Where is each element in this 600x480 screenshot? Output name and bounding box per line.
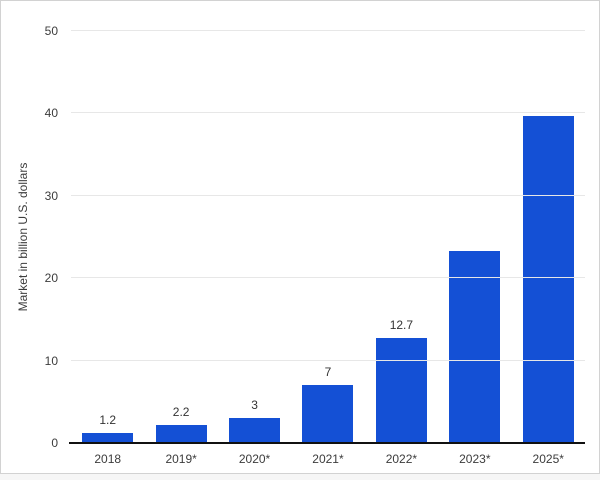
x-tick-label: 2021* xyxy=(312,452,344,466)
bars-container: 1.2 2018 2.2 2019* 3 2020* 7 2021* 12.7 2022* 2023… xyxy=(71,31,585,466)
bar-value-label: 3 xyxy=(251,398,258,412)
y-tick-label: 0 xyxy=(51,436,58,450)
y-tick-label: 40 xyxy=(44,106,58,120)
x-tick-label: 2020* xyxy=(238,452,271,466)
bar-slot: 2.2 2019* xyxy=(144,31,217,466)
bar-value-label: 1.2 xyxy=(99,413,117,427)
gridline xyxy=(71,277,585,278)
bar-slot: 12.7 2022* xyxy=(365,31,438,466)
bar-value-label: 7 xyxy=(324,365,332,379)
bar-2019[interactable] xyxy=(155,425,207,443)
x-tick-label: 2023* xyxy=(459,452,491,466)
x-tick-label: 2018 xyxy=(94,452,122,466)
x-tick-label: 2025* xyxy=(532,452,564,466)
bar-2025[interactable] xyxy=(522,116,574,443)
y-tick-label: 30 xyxy=(44,189,58,203)
bar-slot: 3 2020* xyxy=(218,31,291,466)
gridline xyxy=(71,195,585,196)
bar-slot: 1.2 2018 xyxy=(71,31,144,466)
bar-slot: 7 2021* xyxy=(291,31,364,466)
bar-slot: 2025* xyxy=(512,31,585,466)
bar-2023[interactable] xyxy=(449,251,501,443)
gridline xyxy=(71,360,585,361)
y-tick-label: 10 xyxy=(44,354,58,368)
bar-2018[interactable] xyxy=(82,433,134,443)
x-tick-label: 2019* xyxy=(165,452,197,466)
plot-area: 1.2 2018 2.2 2019* 3 2020* 7 2021* 12.7 2022* 2023… xyxy=(45,24,585,466)
bar-slot: 2023* xyxy=(438,31,511,466)
gridline xyxy=(71,112,585,113)
bar-2021[interactable] xyxy=(302,385,354,443)
bar-value-label: 12.7 xyxy=(389,318,414,332)
x-axis-line xyxy=(69,442,585,444)
bar-value-label: 2.2 xyxy=(172,405,190,419)
bar-2020[interactable] xyxy=(229,418,281,443)
y-tick-label: 50 xyxy=(44,24,58,38)
gridline xyxy=(71,30,585,31)
y-axis-title: Market in billion U.S. dollars xyxy=(16,162,30,312)
x-tick-label: 2022* xyxy=(385,452,418,466)
y-tick-label: 20 xyxy=(44,271,58,285)
bar-2022[interactable] xyxy=(375,338,427,443)
